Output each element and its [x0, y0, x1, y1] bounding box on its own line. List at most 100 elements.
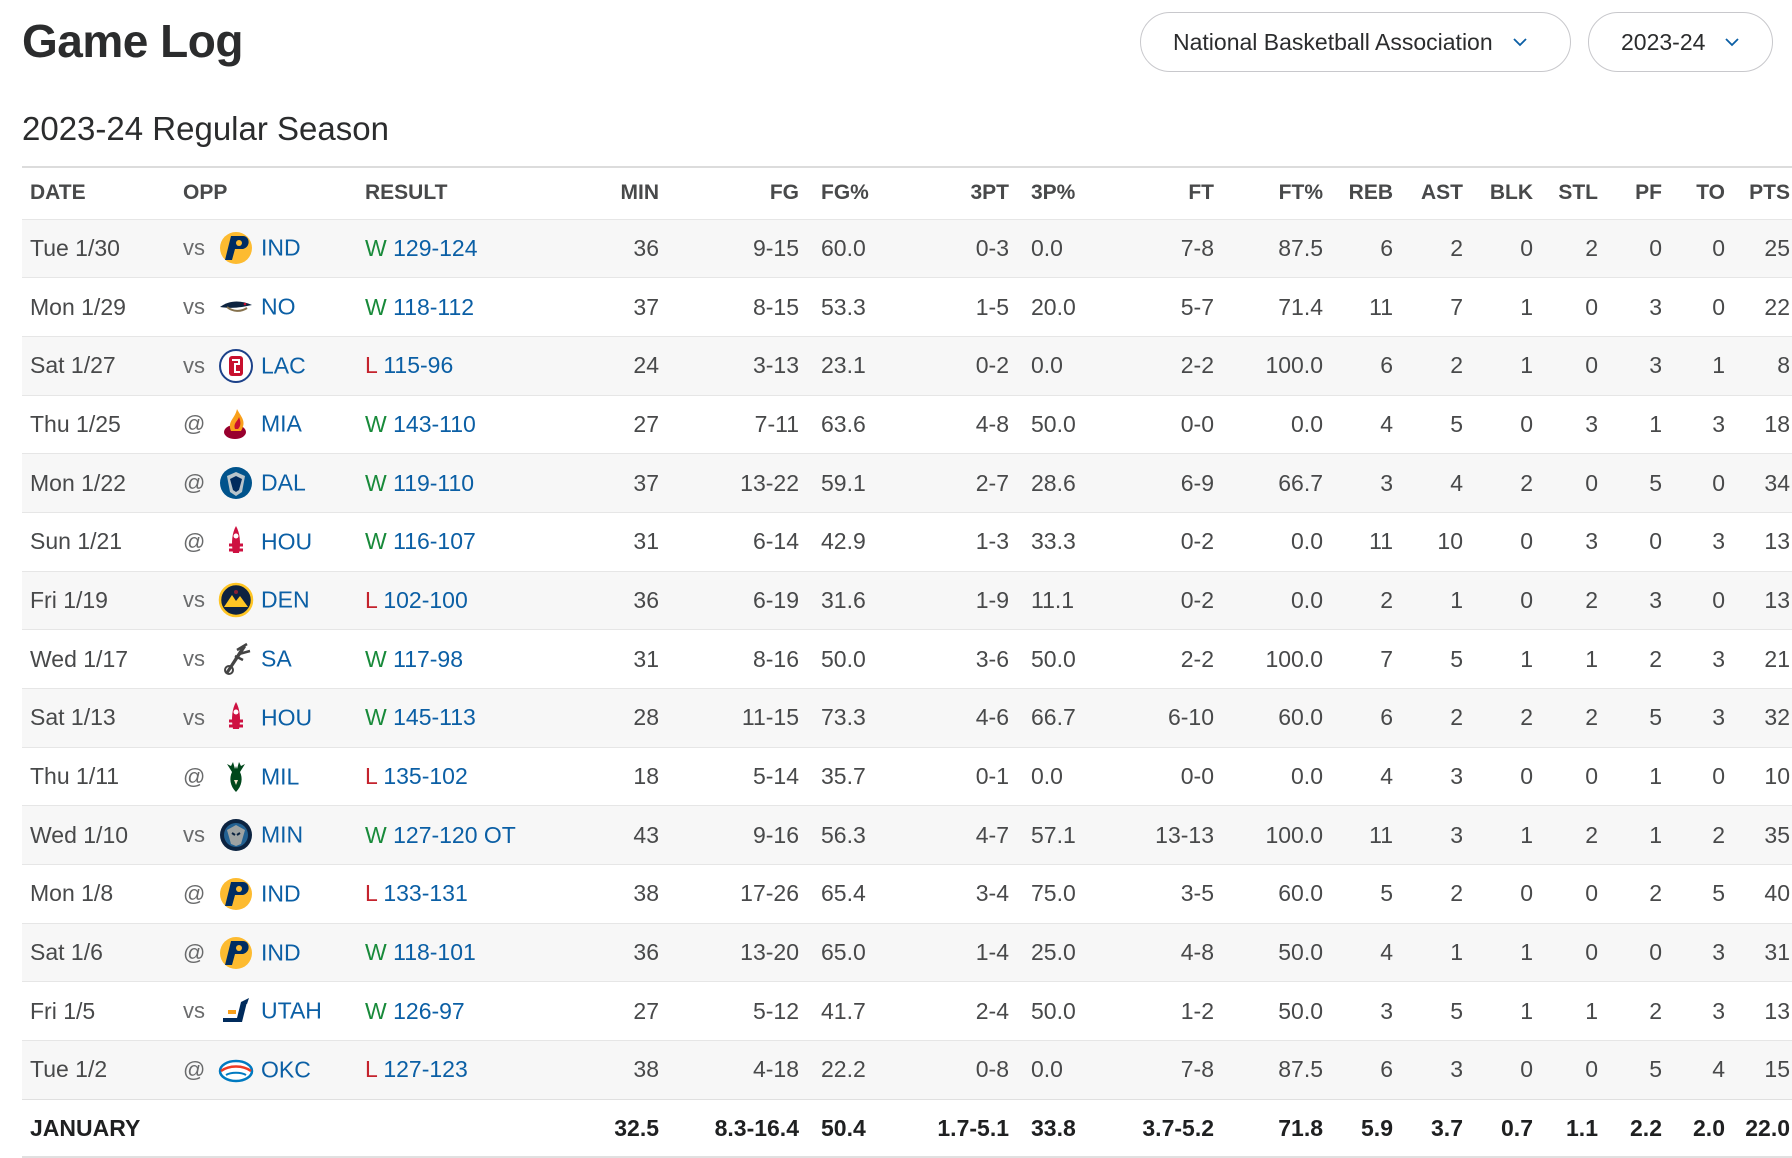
cell-ast: 2: [1401, 864, 1471, 924]
cell-min: 24: [567, 335, 667, 396]
league-dropdown-label: National Basketball Association: [1173, 28, 1493, 55]
game-score-link[interactable]: 118-101: [393, 939, 476, 966]
opponent-link[interactable]: LAC: [261, 352, 306, 379]
game-score-link[interactable]: 119-110: [393, 469, 475, 496]
cell-pf: 1: [1606, 394, 1670, 454]
column-header-3pt[interactable]: 3PT: [970, 181, 1009, 205]
timberwolves-logo-icon[interactable]: [217, 816, 255, 854]
month-summary-row: JANUARY 32.5 8.3-16.4 50.4 1.7-5.1 33.8 …: [22, 1098, 1792, 1158]
opponent-link[interactable]: IND: [261, 880, 301, 907]
cell-ft: 5-7: [1099, 277, 1222, 337]
cell-date: Mon 1/29: [22, 277, 175, 337]
game-score-link[interactable]: 143-110: [393, 410, 476, 437]
column-header-fg[interactable]: FG: [769, 181, 799, 205]
pelicans-logo-icon[interactable]: [217, 288, 255, 326]
cell-blk: 1: [1471, 335, 1541, 396]
column-header-opp[interactable]: OPP: [183, 181, 228, 205]
cell-blk: 2: [1471, 688, 1541, 748]
game-score-link[interactable]: 118-112: [393, 293, 475, 320]
season-dropdown[interactable]: 2023-24: [1588, 12, 1773, 72]
summary-label: JANUARY: [22, 1098, 175, 1158]
cell-stl: 2: [1541, 218, 1606, 278]
cell-stl: 0: [1541, 746, 1606, 806]
rockets-logo-icon[interactable]: [217, 523, 255, 561]
game-score-link[interactable]: 129-124: [393, 234, 478, 261]
game-score-link[interactable]: 133-131: [383, 880, 468, 907]
bucks-logo-icon[interactable]: [217, 758, 255, 796]
thunder-logo-icon[interactable]: [217, 1051, 255, 1089]
cell-3pt: 1-3: [895, 511, 1017, 572]
cell-ft-pct: 60.0: [1222, 864, 1331, 924]
cell-stl: 3: [1541, 511, 1606, 572]
opponent-link[interactable]: DEN: [261, 586, 310, 613]
game-score-link[interactable]: 117-98: [393, 645, 464, 672]
clippers-logo-icon[interactable]: [217, 347, 255, 385]
column-header-min[interactable]: MIN: [620, 181, 660, 205]
cell-min: 36: [567, 570, 667, 630]
column-header-pts[interactable]: PTS: [1749, 181, 1790, 205]
column-header-to[interactable]: TO: [1696, 181, 1725, 205]
opponent-link[interactable]: HOU: [261, 528, 313, 555]
cell-reb: 3: [1331, 453, 1401, 513]
column-header-blk[interactable]: BLK: [1489, 181, 1533, 205]
game-score-link[interactable]: 135-102: [383, 763, 468, 790]
cell-ft: 0-0: [1099, 746, 1222, 806]
cell-3pt: 2-4: [895, 981, 1017, 1041]
opponent-link[interactable]: HOU: [261, 704, 313, 731]
column-header-3p-pct[interactable]: 3P%: [1031, 181, 1076, 205]
cell-ft-pct: 50.0: [1222, 981, 1331, 1041]
cell-fg-pct: 50.0: [807, 629, 895, 689]
cell-min: 38: [567, 864, 667, 924]
table-row: Mon 1/22 @ DAL W 119-110 37 13-22 59.1 2-7 28.6 6…: [22, 453, 1792, 513]
game-score-link[interactable]: 127-123: [383, 1056, 468, 1083]
column-header-stl[interactable]: STL: [1558, 181, 1598, 205]
opponent-link[interactable]: OKC: [261, 1056, 311, 1083]
table-row: Sat 1/6 @ IND W 118-101 36 13-20 65.0 1-4 25.0 4-…: [22, 922, 1792, 982]
column-header-ast[interactable]: AST: [1421, 181, 1463, 205]
opponent-link[interactable]: MIL: [261, 763, 300, 790]
game-score-link[interactable]: 102-100: [383, 586, 468, 613]
opponent-link[interactable]: MIA: [261, 410, 302, 437]
column-header-ft[interactable]: FT: [1188, 181, 1214, 205]
column-header-ft-pct[interactable]: FT%: [1278, 181, 1323, 205]
mavericks-logo-icon[interactable]: [217, 464, 255, 502]
game-score-link[interactable]: 127-120 OT: [393, 821, 516, 848]
game-score-link[interactable]: 115-96: [383, 352, 454, 379]
heat-logo-icon[interactable]: [217, 405, 255, 443]
cell-reb: 6: [1331, 218, 1401, 278]
home-away-indicator: @: [183, 880, 206, 906]
opponent-link[interactable]: IND: [261, 234, 301, 261]
win-loss-indicator: W: [365, 469, 387, 496]
cell-date: Wed 1/17: [22, 629, 175, 689]
rockets-logo-icon[interactable]: [217, 699, 255, 737]
cell-ast: 5: [1401, 981, 1471, 1041]
cell-ft: 2-2: [1099, 335, 1222, 396]
game-score-link[interactable]: 116-107: [393, 528, 476, 555]
opponent-link[interactable]: MIN: [261, 821, 304, 848]
league-dropdown[interactable]: National Basketball Association: [1140, 12, 1571, 72]
game-score-link[interactable]: 126-97: [393, 997, 465, 1024]
cell-ast: 3: [1401, 805, 1471, 865]
column-header-result[interactable]: RESULT: [365, 181, 448, 205]
cell-ast: 7: [1401, 277, 1471, 337]
pacers-logo-icon[interactable]: [217, 875, 255, 913]
nuggets-logo-icon[interactable]: [217, 581, 255, 619]
spurs-logo-icon[interactable]: [217, 640, 255, 678]
pacers-logo-icon[interactable]: [217, 229, 255, 267]
pacers-logo-icon[interactable]: [217, 934, 255, 972]
column-header-pf[interactable]: PF: [1635, 181, 1662, 205]
opponent-link[interactable]: SA: [261, 645, 292, 672]
column-header-fg-pct[interactable]: FG%: [821, 181, 869, 205]
opponent-link[interactable]: UTAH: [261, 997, 322, 1024]
column-header-date[interactable]: DATE: [30, 181, 86, 205]
opponent-link[interactable]: IND: [261, 939, 301, 966]
cell-result: W 119-110: [357, 453, 567, 513]
jazz-logo-icon[interactable]: [217, 992, 255, 1030]
cell-fg-pct: 31.6: [807, 570, 895, 630]
cell-blk: 0: [1471, 570, 1541, 630]
opponent-link[interactable]: DAL: [261, 469, 306, 496]
game-score-link[interactable]: 145-113: [393, 704, 476, 731]
cell-fg-pct: 60.0: [807, 218, 895, 278]
opponent-link[interactable]: NO: [261, 293, 296, 320]
column-header-reb[interactable]: REB: [1348, 181, 1393, 205]
